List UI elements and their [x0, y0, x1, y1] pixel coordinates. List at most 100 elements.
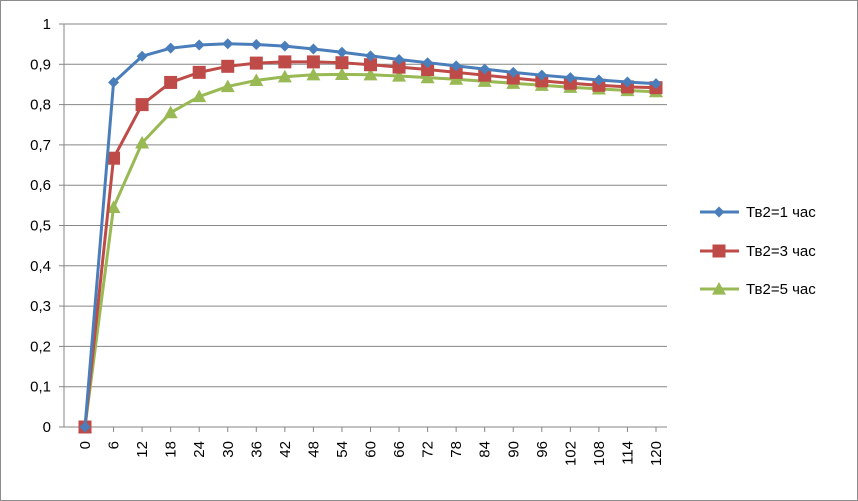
series-2 — [78, 55, 663, 434]
data-point — [392, 68, 407, 82]
x-tick-label: 42 — [277, 441, 294, 458]
data-point — [421, 63, 435, 77]
data-point — [363, 67, 378, 81]
x-tick-label: 6 — [106, 441, 123, 449]
data-point — [249, 73, 264, 87]
data-point — [420, 70, 435, 84]
series-line — [83, 72, 657, 428]
data-point — [135, 135, 150, 149]
data-point — [279, 40, 291, 52]
legend-label: Тв2=3 час — [746, 243, 816, 260]
legend-entry-1: Тв2=1 час — [700, 204, 816, 221]
x-tick-label: 66 — [391, 441, 408, 458]
data-point — [107, 151, 121, 165]
data-point — [422, 57, 434, 69]
data-point — [564, 72, 576, 84]
x-tick-label: 48 — [305, 441, 322, 458]
data-point — [108, 76, 120, 88]
data-point — [336, 46, 348, 58]
data-point — [507, 66, 519, 78]
data-point — [334, 67, 349, 80]
y-tick-label: 0,2 — [30, 338, 51, 355]
data-point — [506, 71, 520, 85]
legend-entry-2: Тв2=3 час — [700, 243, 816, 260]
x-tick-label: 84 — [477, 441, 494, 458]
series-1 — [79, 38, 662, 433]
legend-marker — [712, 282, 726, 295]
y-tick-label: 0,8 — [30, 97, 51, 114]
x-tick-label: 108 — [591, 441, 608, 466]
legend-entry-3: Тв2=5 час — [700, 281, 816, 298]
data-point — [450, 60, 462, 72]
data-point — [449, 65, 463, 79]
data-point — [163, 105, 178, 119]
axes — [59, 23, 667, 432]
y-tick-label: 0 — [43, 419, 51, 436]
legend-marker — [712, 244, 726, 258]
y-tick-label: 0,5 — [30, 218, 51, 235]
data-point — [563, 76, 577, 90]
data-point — [306, 55, 320, 69]
data-point — [135, 98, 149, 112]
x-tick-label: 36 — [248, 441, 265, 458]
y-tick-label: 0,7 — [30, 137, 51, 154]
x-tick-label: 24 — [191, 441, 208, 458]
data-point — [535, 74, 549, 88]
legend-label: Тв2=5 час — [746, 281, 816, 298]
series-3 — [78, 67, 663, 433]
x-tick-label: 120 — [648, 441, 665, 466]
data-point — [165, 42, 177, 54]
x-tick-label: 90 — [505, 441, 522, 458]
data-point — [393, 53, 405, 65]
y-axis-tick-labels: 0 0,1 0,2 0,3 0,4 0,5 0,6 0,7 0,8 0,9 1 — [30, 16, 51, 436]
data-point — [106, 200, 121, 213]
x-tick-label: 72 — [420, 441, 437, 458]
x-tick-label: 78 — [448, 441, 465, 458]
data-point — [478, 68, 492, 82]
x-tick-label: 96 — [534, 441, 551, 458]
data-point — [193, 39, 205, 51]
data-point — [650, 78, 662, 90]
y-tick-label: 0,1 — [30, 379, 51, 396]
data-point — [536, 69, 548, 81]
y-tick-label: 0,4 — [30, 258, 51, 275]
data-point — [593, 74, 605, 86]
x-tick-label: 102 — [562, 441, 579, 466]
data-point — [79, 421, 91, 433]
data-point — [192, 89, 207, 103]
data-point — [250, 39, 262, 51]
legend: Тв2=1 час Тв2=3 час Тв2=5 час — [700, 204, 816, 298]
data-point — [192, 65, 206, 79]
data-point — [306, 67, 321, 81]
legend-marker — [713, 206, 725, 218]
x-tick-label: 60 — [363, 441, 380, 458]
x-tick-label: 0 — [77, 441, 94, 449]
data-point — [364, 58, 377, 72]
legend-label: Тв2=1 час — [746, 204, 816, 221]
data-point — [164, 75, 178, 89]
data-point — [307, 43, 319, 55]
data-point — [220, 79, 235, 93]
y-tick-label: 0,9 — [30, 56, 51, 73]
data-point — [136, 50, 148, 62]
x-tick-label: 30 — [220, 441, 237, 458]
x-tick-label: 114 — [619, 441, 636, 465]
data-point — [278, 55, 292, 69]
y-tick-label: 1 — [43, 16, 51, 33]
data-point — [335, 56, 349, 70]
data-point — [277, 69, 292, 83]
data-point — [221, 59, 235, 73]
data-point — [365, 50, 376, 62]
y-tick-label: 0,6 — [30, 177, 51, 194]
data-point — [222, 38, 234, 50]
data-point — [621, 76, 633, 88]
y-tick-label: 0,3 — [30, 298, 51, 315]
x-tick-label: 18 — [163, 441, 180, 458]
x-tick-label: 12 — [134, 441, 151, 458]
data-point — [249, 56, 263, 70]
data-point — [392, 60, 406, 74]
x-axis-tick-labels: 0 6 12 18 24 30 36 42 48 54 60 66 72 78 84 90 96 102 108 11… — [77, 441, 665, 466]
series-layer — [78, 38, 663, 434]
series-line — [83, 42, 657, 428]
